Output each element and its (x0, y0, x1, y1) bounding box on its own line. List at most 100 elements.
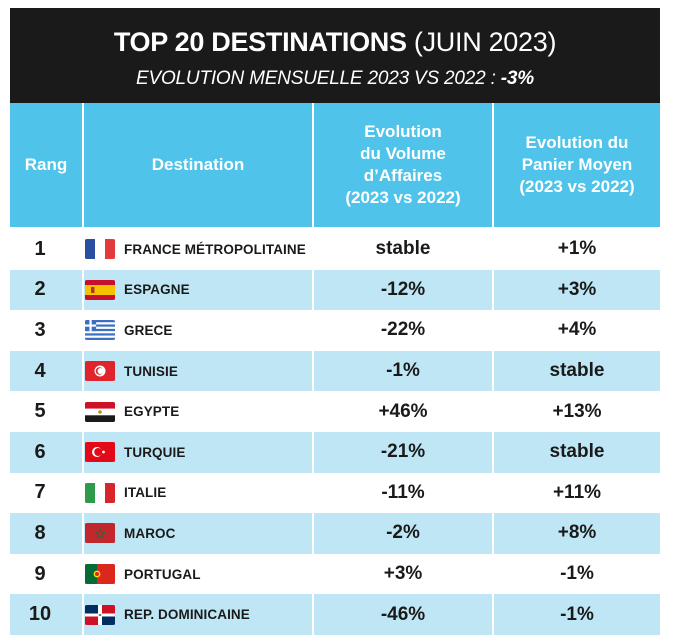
volume-cell: -22% (380, 319, 426, 341)
row-band (10, 269, 660, 311)
rank-cell: 10 (28, 603, 52, 626)
rank-cell: 9 (34, 562, 46, 585)
destination-cell: PORTUGAL (84, 554, 312, 595)
dominican-republic-flag-icon (84, 604, 116, 625)
cell-divider (312, 350, 314, 392)
panier-cell: +11% (552, 481, 602, 503)
table-row: 8 MAROC -2% +8% (10, 513, 660, 554)
cell-divider (492, 513, 494, 554)
panier-cell: +13% (552, 400, 602, 422)
egypt-flag-icon (84, 401, 116, 422)
subtitle-value: -3% (500, 68, 534, 89)
cell-divider (82, 431, 84, 473)
destination-cell: ESPAGNE (84, 270, 312, 311)
rank-cell: 4 (34, 359, 46, 382)
destination-name: GRECE (124, 322, 173, 338)
volume-cell: -11% (381, 481, 425, 503)
volume-cell: -1% (386, 360, 420, 382)
row-band (10, 513, 660, 554)
cell-divider (82, 513, 84, 554)
header-volume-line: Evolution (364, 122, 442, 141)
subtitle-text: EVOLUTION MENSUELLE 2023 VS 2022 : (136, 68, 501, 89)
header-divider (82, 103, 84, 227)
cell-divider (312, 269, 314, 311)
cell-divider (82, 594, 84, 635)
title-bold: TOP 20 DESTINATIONS (113, 27, 407, 57)
header-volume-line: (2023 vs 2022) (345, 188, 461, 207)
turkey-flag-icon (84, 442, 116, 463)
rank-cell: 5 (34, 400, 46, 423)
morocco-flag-icon (84, 523, 116, 544)
rank-cell: 6 (34, 440, 46, 463)
volume-cell: -2% (386, 522, 420, 544)
volume-cell: +46% (378, 400, 428, 422)
greece-flag-icon (84, 320, 116, 341)
header-panier-line: Panier Moyen (521, 155, 633, 174)
header-volume: Evolution du Volume d’Affaires (2023 vs … (314, 103, 492, 227)
panier-cell: stable (549, 360, 605, 382)
panier-cell: +1% (557, 238, 597, 260)
cell-divider (312, 594, 314, 635)
italy-flag-icon (84, 482, 116, 503)
cell-divider (82, 269, 84, 311)
destination-name: TURQUIE (124, 444, 186, 460)
cell-divider (312, 513, 314, 554)
header-volume-line: d’Affaires (363, 166, 443, 185)
destination-cell: ITALIE (84, 473, 312, 514)
header-panier-line: Evolution du (525, 133, 629, 152)
table-row: 2 ESPAGNE -12% +3% (10, 269, 660, 311)
cell-divider (492, 594, 494, 635)
title-bar: TOP 20 DESTINATIONS (JUIN 2023) EVOLUTIO… (10, 8, 660, 103)
header-panier: Evolution du Panier Moyen (2023 vs 2022) (494, 103, 660, 227)
table-row: 9 PORTUGAL +3% -1% (10, 554, 660, 595)
row-band (10, 431, 660, 473)
table-row: 6 TURQUIE -21% stable (10, 431, 660, 473)
panier-cell: -1% (560, 563, 594, 585)
destination-name: ITALIE (124, 485, 167, 501)
portugal-flag-icon (84, 564, 116, 585)
page-title: TOP 20 DESTINATIONS (JUIN 2023) (10, 26, 660, 58)
rank-cell: 3 (34, 318, 46, 341)
panier-cell: stable (549, 441, 605, 463)
panier-cell: -1% (560, 603, 594, 625)
table-row: 10 REP. DOMINICAINE -46% -1% (10, 594, 660, 635)
destination-cell: TURQUIE (84, 432, 312, 473)
table-row: 3 GRECE -22% +4% (10, 310, 660, 351)
title-date: (JUIN 2023) (406, 27, 557, 57)
header-destination: Destination (151, 155, 245, 174)
destinations-table: TOP 20 DESTINATIONS (JUIN 2023) EVOLUTIO… (10, 8, 660, 635)
destination-name: EGYPTE (124, 404, 180, 420)
page-subtitle: EVOLUTION MENSUELLE 2023 VS 2022 : -3% (10, 68, 660, 90)
destination-name: ESPAGNE (124, 282, 190, 298)
destination-name: TUNISIE (124, 363, 178, 379)
destination-cell: EGYPTE (84, 391, 312, 432)
panier-cell: +8% (557, 522, 597, 544)
table-row: 7 ITALIE -11% +11% (10, 473, 660, 514)
header-rang: Rang (24, 155, 68, 174)
destination-name: REP. DOMINICAINE (124, 607, 250, 623)
destination-name: FRANCE MÉTROPOLITAINE (124, 241, 306, 257)
france-flag-icon (84, 239, 116, 260)
volume-cell: -21% (380, 441, 426, 463)
cell-divider (82, 350, 84, 392)
cell-divider (312, 431, 314, 473)
destination-cell: FRANCE MÉTROPOLITAINE (84, 229, 312, 270)
tunisia-flag-icon (84, 361, 116, 382)
cell-divider (492, 431, 494, 473)
table-row: 1 FRANCE MÉTROPOLITAINE stable +1% (10, 229, 660, 270)
table-row: 5 EGYPTE +46% +13% (10, 391, 660, 432)
spain-flag-icon (84, 279, 116, 300)
destination-cell: GRECE (84, 310, 312, 351)
cell-divider (492, 269, 494, 311)
table-body: 1 FRANCE MÉTROPOLITAINE stable +1% 2 ESP… (10, 229, 660, 635)
header-divider (492, 103, 494, 227)
panier-cell: +4% (557, 319, 597, 341)
destination-cell: MAROC (84, 513, 312, 554)
table-row: 4 TUNISIE -1% stable (10, 350, 660, 392)
destination-name: MAROC (124, 525, 176, 541)
volume-cell: stable (375, 238, 431, 260)
volume-cell: -12% (380, 278, 426, 300)
destination-cell: TUNISIE (84, 351, 312, 392)
row-band (10, 350, 660, 392)
rank-cell: 7 (34, 481, 46, 504)
